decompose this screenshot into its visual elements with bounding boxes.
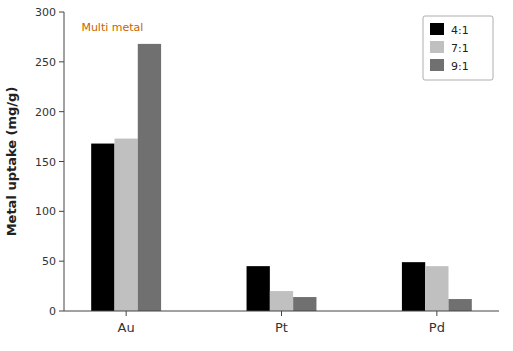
y-axis-label: Metal uptake (mg/g) xyxy=(4,87,19,237)
legend-swatch xyxy=(430,59,444,71)
y-tick-label: 100 xyxy=(35,205,56,218)
y-tick xyxy=(59,61,64,62)
bar xyxy=(247,266,270,311)
legend-swatch xyxy=(430,41,444,53)
bar xyxy=(425,266,448,311)
y-tick-label: 200 xyxy=(35,106,56,119)
bar xyxy=(293,297,316,311)
x-tick xyxy=(436,311,437,316)
y-tick xyxy=(59,311,64,312)
background xyxy=(0,0,513,351)
legend-frame xyxy=(423,16,493,80)
chart-svg: 0 50 100 150 200 250 300 Metal uptake (mg/g) Au P… xyxy=(0,0,513,351)
bar xyxy=(114,139,137,311)
y-axis-line xyxy=(64,12,65,311)
bar xyxy=(449,299,472,311)
bars xyxy=(91,44,472,311)
bar xyxy=(138,44,161,311)
legend: 4:1 7:1 9:1 xyxy=(423,16,493,80)
y-axis: 0 50 100 150 200 250 300 xyxy=(35,6,64,318)
chart-container: 0 50 100 150 200 250 300 Metal uptake (mg/g) Au P… xyxy=(0,0,513,351)
y-tick-label: 0 xyxy=(49,305,56,318)
x-tick xyxy=(281,311,282,316)
y-tick-label: 300 xyxy=(35,6,56,19)
x-axis: Au Pt Pd xyxy=(64,311,499,335)
y-tick-label: 150 xyxy=(35,156,56,169)
x-tick-label: Au xyxy=(118,320,135,335)
y-tick xyxy=(59,12,64,13)
legend-swatch xyxy=(430,23,444,35)
annotation: Multi metal xyxy=(81,21,143,34)
y-tick xyxy=(59,161,64,162)
legend-label: 7:1 xyxy=(451,42,469,55)
x-tick xyxy=(126,311,127,316)
bar xyxy=(270,291,293,311)
bar xyxy=(91,144,114,311)
y-tick xyxy=(59,261,64,262)
x-tick-label: Pd xyxy=(429,320,445,335)
y-tick xyxy=(59,211,64,212)
y-tick-label: 250 xyxy=(35,56,56,69)
x-tick-label: Pt xyxy=(275,320,288,335)
y-tick-label: 50 xyxy=(42,255,56,268)
bar xyxy=(402,262,425,311)
legend-label: 4:1 xyxy=(451,24,469,37)
y-tick xyxy=(59,111,64,112)
legend-label: 9:1 xyxy=(451,60,469,73)
